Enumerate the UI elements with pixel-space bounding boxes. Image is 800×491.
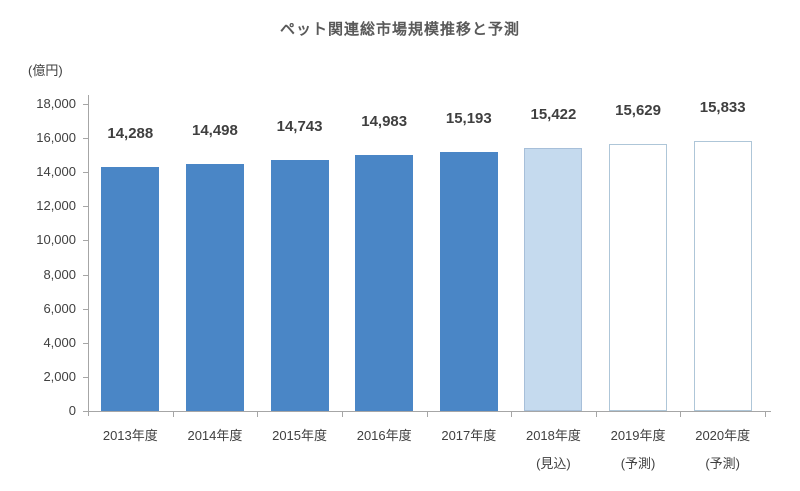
x-axis-tick [341, 412, 343, 417]
value-label: 14,288 [107, 125, 154, 143]
x-axis-tick [511, 412, 513, 417]
bar-2017年度 [439, 151, 498, 411]
bar-2020年度 [693, 140, 752, 411]
x-tick-label: 2019年度 [610, 428, 666, 443]
bar-2019年度 [609, 144, 668, 411]
value-label: 15,629 [615, 102, 661, 120]
value-label: 14,498 [191, 121, 238, 139]
x-axis-tick [765, 412, 766, 417]
x-tick-label: 2015年度 [272, 428, 328, 443]
value-label: 15,193 [445, 109, 492, 127]
y-axis-tick [83, 308, 88, 310]
y-axis-tick [83, 274, 88, 276]
y-axis-unit-label: (億円) [28, 63, 63, 78]
bar-2018年度 [524, 147, 583, 411]
y-axis-tick [83, 342, 88, 344]
y-tick-label: 16,000 [36, 130, 76, 146]
x-tick-sublabel: (見込) [536, 456, 571, 471]
x-tick-sublabel: (予測) [705, 456, 741, 471]
x-tick-label: 2014年度 [187, 428, 243, 443]
y-tick-label: 4,000 [43, 334, 76, 350]
x-axis-tick [680, 412, 682, 417]
bar-2014年度 [185, 163, 244, 411]
chart-title: ペット関連総市場規模推移と予測 [279, 21, 520, 38]
y-tick-label: 18,000 [36, 96, 76, 111]
y-axis-line [88, 95, 89, 416]
y-tick-label: 2,000 [43, 368, 76, 384]
y-axis-tick [83, 104, 88, 105]
value-label: 14,983 [361, 113, 408, 131]
x-axis-line [88, 411, 771, 412]
y-tick-label: 12,000 [36, 198, 76, 214]
x-tick-label: 2020年度 [695, 428, 751, 443]
x-axis-tick [257, 412, 259, 417]
x-tick-label: 2013年度 [102, 428, 158, 443]
x-axis-tick [595, 412, 597, 417]
x-axis-tick [426, 412, 428, 417]
x-axis-tick [172, 412, 174, 417]
value-label: 15,422 [530, 105, 577, 123]
y-axis-tick [83, 172, 88, 174]
y-axis-tick [83, 206, 88, 208]
y-axis-tick [83, 240, 88, 242]
bar-2015年度 [270, 159, 329, 411]
y-tick-label: 14,000 [36, 164, 76, 180]
value-label: 15,833 [699, 98, 746, 116]
x-tick-sublabel: (予測) [620, 456, 656, 471]
x-tick-label: 2018年度 [525, 428, 581, 443]
x-tick-label: 2016年度 [356, 428, 412, 443]
x-tick-label: 2017年度 [441, 428, 497, 443]
y-tick-label: 8,000 [43, 266, 76, 282]
bar-2016年度 [355, 155, 414, 411]
bar-2013年度 [101, 167, 160, 411]
y-tick-label: 0 [68, 403, 76, 418]
value-label: 14,743 [276, 117, 323, 135]
y-axis-tick [83, 376, 88, 378]
y-axis-tick [83, 411, 88, 412]
y-tick-label: 10,000 [36, 232, 76, 248]
y-axis-tick [83, 138, 88, 140]
y-tick-label: 6,000 [43, 300, 76, 316]
